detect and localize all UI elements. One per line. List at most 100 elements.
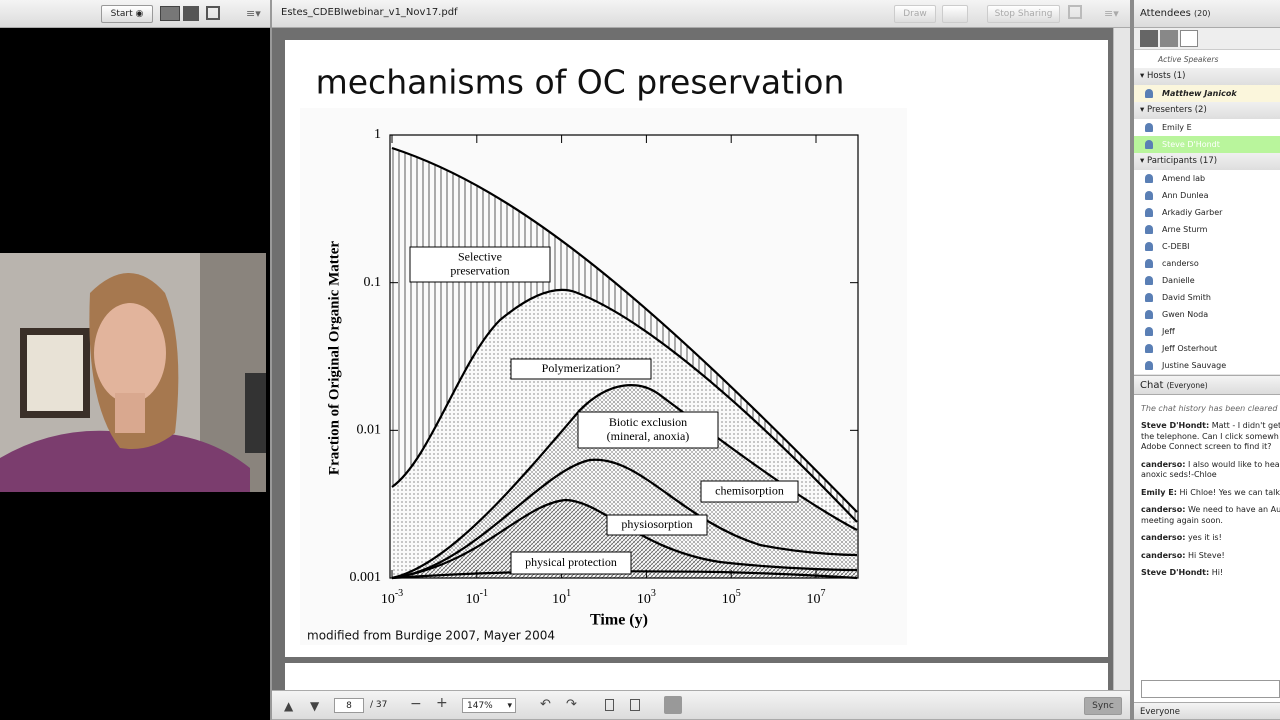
y-axis-label: Fraction of Original Organic Matter <box>326 241 342 475</box>
attendee[interactable]: Arkadiy Garber <box>1134 204 1280 222</box>
attendees-title: Attendees (20) <box>1140 8 1210 19</box>
chat-text: We need to have an Auth <box>1187 505 1280 514</box>
user-icon <box>1145 123 1153 132</box>
attendee[interactable]: David Smith <box>1134 289 1280 307</box>
attendee-name[interactable]: Danielle <box>1162 276 1195 285</box>
tick-base: 10 <box>722 592 736 607</box>
fullscreen-icon[interactable] <box>1068 5 1082 19</box>
attendee-name[interactable]: Amend lab <box>1162 174 1206 183</box>
attendee[interactable]: Jeff Osterhout <box>1134 340 1280 358</box>
attendee-name[interactable]: David Smith <box>1162 293 1211 302</box>
attendees-label: Attendees <box>1140 8 1191 19</box>
rotate-left[interactable]: ↶ <box>540 697 551 712</box>
chat-input[interactable] <box>1141 680 1280 698</box>
attendee[interactable]: Gwen Noda <box>1134 306 1280 324</box>
attendee-name[interactable]: Jeff <box>1162 327 1175 336</box>
attendee[interactable]: Arne Sturm <box>1134 221 1280 239</box>
slide: mechanisms of OC preservation 1 0.1 0.01 0.… <box>285 40 1108 657</box>
curve <box>391 458 858 580</box>
zoom-in[interactable]: + <box>436 695 448 711</box>
sync-button[interactable]: Sync <box>1084 697 1122 715</box>
attendee[interactable]: canderso <box>1134 255 1280 273</box>
sync-icon-button[interactable] <box>942 5 968 23</box>
slide-title: mechanisms of OC preservation <box>316 63 845 102</box>
start-label[interactable]: Start <box>110 9 133 19</box>
chat-notice: The chat history has been cleared <box>1141 404 1278 413</box>
region-label: preservation <box>450 263 509 277</box>
physiosorption-region <box>392 500 857 578</box>
rotate-right[interactable]: ↷ <box>566 697 577 712</box>
group-heading-text: Hosts (1) <box>1146 71 1186 81</box>
fit-page[interactable] <box>605 699 614 711</box>
recipient[interactable]: Everyone <box>1140 707 1180 717</box>
x-tick-label: 10-3 <box>381 588 403 607</box>
region-label: physical protection <box>525 555 617 569</box>
divider <box>270 0 272 720</box>
attendee-name[interactable]: Emily E <box>1162 123 1192 132</box>
chat-text: Matt - I didn't get a <box>1211 421 1280 430</box>
fullscreen-icon[interactable] <box>206 6 220 20</box>
start-button[interactable]: Start ◉ <box>101 5 153 23</box>
attendee-name[interactable]: C-DEBI <box>1162 242 1190 251</box>
chat-line: Adobe Connect screen to find it? <box>1141 442 1280 452</box>
chat-scope: (Everyone) <box>1166 381 1208 390</box>
y-tick-label: 0.001 <box>350 570 382 585</box>
prev-page[interactable]: ▲ <box>284 699 294 713</box>
attendee[interactable]: C-DEBI <box>1134 238 1280 256</box>
attendee-name[interactable]: Steve D'Hondt <box>1162 140 1220 149</box>
user-icon <box>1145 89 1153 98</box>
list-view[interactable] <box>1140 30 1158 47</box>
chat-line: Emily E: Hi Chloe! Yes we can talk s <box>1141 488 1280 498</box>
attendee[interactable]: Danielle <box>1134 272 1280 290</box>
user-icon <box>1145 174 1153 183</box>
group-heading[interactable]: ▾ Presenters (2) <box>1134 102 1280 120</box>
x-tick-label: 101 <box>552 588 571 607</box>
attendee[interactable]: Matthew Janicok <box>1134 85 1280 103</box>
attendee[interactable]: Ann Dunlea <box>1134 187 1280 205</box>
attendees-count: (20) <box>1194 9 1211 18</box>
region-box <box>577 411 719 449</box>
fit-width[interactable] <box>630 699 640 711</box>
tick-exp: 1 <box>566 588 571 599</box>
attendee[interactable]: Steve D'Hondt <box>1134 136 1280 154</box>
attendee[interactable]: Justine Sauvage <box>1134 357 1280 375</box>
user-icon <box>1145 242 1153 251</box>
group-heading[interactable]: ▾ Hosts (1) <box>1134 68 1280 86</box>
role-view[interactable] <box>1180 30 1198 47</box>
attendee-name[interactable]: Ann Dunlea <box>1162 191 1209 200</box>
status-view[interactable] <box>1160 30 1178 47</box>
chair <box>245 373 266 453</box>
attendee-name[interactable]: Jeff Osterhout <box>1162 344 1218 353</box>
layout-icon[interactable] <box>160 6 180 21</box>
next-page-button[interactable]: ▼ <box>310 699 320 713</box>
attendee[interactable]: Jeff <box>1134 323 1280 341</box>
chat-line: canderso: We need to have an Auth <box>1141 505 1280 515</box>
zoom-value[interactable]: 147% <box>467 701 493 711</box>
chat-sender: Steve D'Hondt: <box>1141 568 1210 577</box>
tick-base: 10 <box>381 592 395 607</box>
attendee-name[interactable]: Matthew Janicok <box>1162 89 1237 98</box>
group-heading[interactable]: ▾ Participants (17) <box>1134 153 1280 171</box>
webcam-video <box>0 253 266 492</box>
zoom-out[interactable]: − <box>410 696 422 712</box>
tick-base: 10 <box>466 592 480 607</box>
page-input[interactable]: 8 <box>334 698 364 713</box>
attendee-name[interactable]: canderso <box>1162 259 1199 268</box>
hand-tool[interactable] <box>664 696 682 714</box>
zoom-select[interactable]: 147% ▾ <box>462 698 516 713</box>
attendee[interactable]: Emily E <box>1134 119 1280 137</box>
attendee-name[interactable]: Gwen Noda <box>1162 310 1209 319</box>
pod-menu[interactable]: ≡▾ <box>1104 7 1119 20</box>
stop-sharing-button[interactable]: Stop Sharing <box>987 5 1060 23</box>
layout-icon[interactable] <box>183 6 199 21</box>
scrollbar[interactable] <box>1113 28 1130 690</box>
attendee-name[interactable]: Arkadiy Garber <box>1162 208 1223 217</box>
slide-caption: modified from Burdige 2007, Mayer 2004 <box>307 629 555 643</box>
attendee[interactable]: Amend lab <box>1134 170 1280 188</box>
region-label: physiosorption <box>621 517 692 531</box>
draw-button[interactable]: Draw <box>894 5 936 23</box>
chat-sender: Steve D'Hondt: <box>1141 421 1210 430</box>
attendee-name[interactable]: Justine Sauvage <box>1162 361 1227 370</box>
attendee-name[interactable]: Arne Sturm <box>1162 225 1208 234</box>
pod-menu[interactable]: ≡▾ <box>246 7 261 20</box>
